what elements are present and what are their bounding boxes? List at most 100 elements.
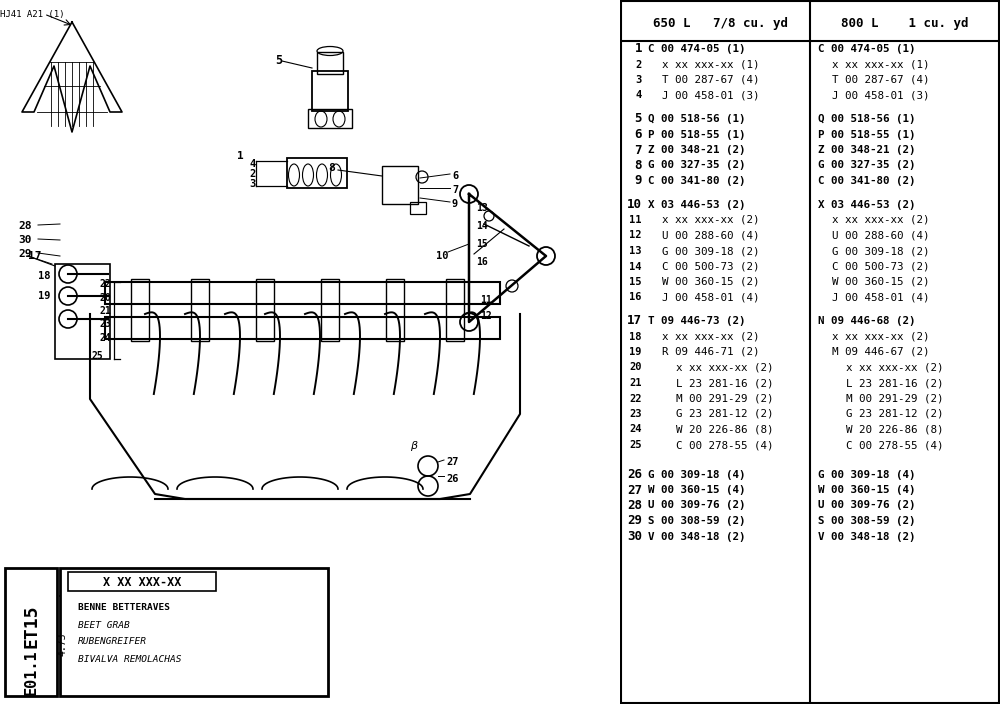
Text: T 09 446-73 (2): T 09 446-73 (2) [648, 316, 746, 326]
Text: U 00 288-60 (4): U 00 288-60 (4) [662, 230, 760, 241]
Text: 6: 6 [635, 128, 642, 141]
Text: 16: 16 [630, 292, 642, 303]
Text: V 00 348-18 (2): V 00 348-18 (2) [648, 532, 746, 541]
Bar [105, 317, 500, 339]
Text: 1: 1 [237, 151, 244, 161]
Text: W 00 360-15 (4): W 00 360-15 (4) [648, 485, 746, 495]
Bar [287, 158, 347, 188]
Bar [131, 279, 149, 341]
Text: 28: 28 [18, 221, 32, 231]
Text: 20: 20 [630, 363, 642, 372]
Text: G 00 309-18 (2): G 00 309-18 (2) [832, 246, 930, 256]
Text: G 00 309-18 (4): G 00 309-18 (4) [648, 470, 746, 479]
Text: U 00 288-60 (4): U 00 288-60 (4) [832, 230, 930, 241]
Text: G 00 309-18 (4): G 00 309-18 (4) [818, 470, 916, 479]
Bar [386, 279, 404, 341]
Text: S 00 308-59 (2): S 00 308-59 (2) [648, 516, 746, 526]
Text: 12: 12 [630, 230, 642, 241]
Text: T 00 287-67 (4): T 00 287-67 (4) [662, 75, 760, 85]
Text: L 23 281-16 (2): L 23 281-16 (2) [676, 378, 774, 388]
Text: BIVALVA REMOLACHAS: BIVALVA REMOLACHAS [78, 655, 182, 663]
Text: x xx xxx-xx (2): x xx xxx-xx (2) [832, 332, 930, 341]
Text: 30: 30 [18, 235, 32, 245]
Bar [317, 52, 343, 74]
Text: RUBENGREIFER: RUBENGREIFER [78, 638, 147, 646]
Text: x xx xxx-xx (1): x xx xxx-xx (1) [832, 60, 930, 70]
Bar [312, 71, 348, 111]
Text: 18: 18 [630, 332, 642, 341]
Bar [191, 279, 209, 341]
Text: 14: 14 [476, 221, 488, 231]
Text: E01.1: E01.1 [24, 649, 38, 695]
Text: G 23 281-12 (2): G 23 281-12 (2) [846, 409, 944, 419]
Text: G 00 309-18 (2): G 00 309-18 (2) [662, 246, 760, 256]
Bar [55, 264, 110, 359]
Text: U 00 309-76 (2): U 00 309-76 (2) [818, 501, 916, 510]
Text: G 00 327-35 (2): G 00 327-35 (2) [648, 161, 746, 170]
Text: M 00 291-29 (2): M 00 291-29 (2) [676, 394, 774, 403]
Text: 4: 4 [636, 91, 642, 101]
Text: 15: 15 [630, 277, 642, 287]
Text: 21: 21 [630, 378, 642, 388]
Text: 23: 23 [630, 409, 642, 419]
Text: P 00 518-55 (1): P 00 518-55 (1) [818, 130, 916, 139]
Text: 9: 9 [635, 175, 642, 187]
Text: 24: 24 [630, 425, 642, 434]
Text: 18: 18 [38, 271, 50, 281]
Text: 8: 8 [635, 159, 642, 172]
Text: C 00 341-80 (2): C 00 341-80 (2) [648, 176, 746, 186]
Text: 30: 30 [627, 530, 642, 543]
Text: 3: 3 [636, 75, 642, 85]
Text: L 23 281-16 (2): L 23 281-16 (2) [846, 378, 944, 388]
Text: 2: 2 [249, 169, 255, 179]
Text: 26: 26 [446, 474, 458, 484]
Bar [446, 279, 464, 341]
Text: HJ41 A21 (1): HJ41 A21 (1) [0, 9, 64, 18]
Text: 16: 16 [476, 257, 488, 267]
Bar [308, 109, 352, 128]
Text: 20: 20 [100, 293, 112, 303]
Text: W 20 226-86 (8): W 20 226-86 (8) [676, 425, 774, 434]
Text: 800 L    1 cu. yd: 800 L 1 cu. yd [841, 18, 968, 30]
Text: 29: 29 [18, 249, 32, 259]
Text: 9: 9 [452, 199, 458, 209]
Text: 4: 4 [249, 159, 255, 169]
Text: 8: 8 [328, 163, 335, 173]
Text: x xx xxx-xx (2): x xx xxx-xx (2) [832, 215, 930, 225]
Text: U 00 309-76 (2): U 00 309-76 (2) [648, 501, 746, 510]
Text: 13: 13 [476, 203, 488, 213]
Bar [382, 166, 418, 204]
Bar [60, 568, 328, 696]
Text: x xx xxx-xx (2): x xx xxx-xx (2) [662, 215, 760, 225]
Text: G 23 281-12 (2): G 23 281-12 (2) [676, 409, 774, 419]
Text: 22: 22 [630, 394, 642, 403]
Text: 17: 17 [28, 251, 42, 261]
Bar [68, 572, 216, 591]
Text: C 00 500-73 (2): C 00 500-73 (2) [662, 261, 760, 272]
Text: 14: 14 [630, 261, 642, 272]
Text: 650 L   7/8 cu. yd: 650 L 7/8 cu. yd [653, 18, 788, 30]
Text: J 00 458-01 (3): J 00 458-01 (3) [832, 91, 930, 101]
Text: x xx xxx-xx (2): x xx xxx-xx (2) [662, 332, 760, 341]
Text: 25: 25 [92, 351, 104, 361]
Text: BENNE BETTERAVES: BENNE BETTERAVES [78, 603, 170, 612]
Text: T 00 287-67 (4): T 00 287-67 (4) [832, 75, 930, 85]
Text: $\beta$: $\beta$ [410, 439, 419, 453]
Text: 24: 24 [100, 333, 112, 343]
Text: J 00 458-01 (4): J 00 458-01 (4) [662, 292, 760, 303]
Text: M 09 446-67 (2): M 09 446-67 (2) [832, 347, 930, 357]
Text: 7: 7 [452, 185, 458, 195]
Text: x xx xxx-xx (1): x xx xxx-xx (1) [662, 60, 760, 70]
Text: V 00 348-18 (2): V 00 348-18 (2) [818, 532, 916, 541]
Text: 1: 1 [635, 42, 642, 56]
Text: X 03 446-53 (2): X 03 446-53 (2) [818, 199, 916, 210]
Text: 21: 21 [100, 306, 112, 316]
Text: J 00 458-01 (3): J 00 458-01 (3) [662, 91, 760, 101]
Text: C 00 500-73 (2): C 00 500-73 (2) [832, 261, 930, 272]
Text: C 00 474-05 (1): C 00 474-05 (1) [648, 44, 746, 54]
Text: x xx xxx-xx (2): x xx xxx-xx (2) [846, 363, 944, 372]
Text: 27: 27 [446, 457, 458, 467]
Text: N 09 446-68 (2): N 09 446-68 (2) [818, 316, 916, 326]
Text: 5: 5 [275, 54, 282, 68]
Bar [321, 279, 339, 341]
